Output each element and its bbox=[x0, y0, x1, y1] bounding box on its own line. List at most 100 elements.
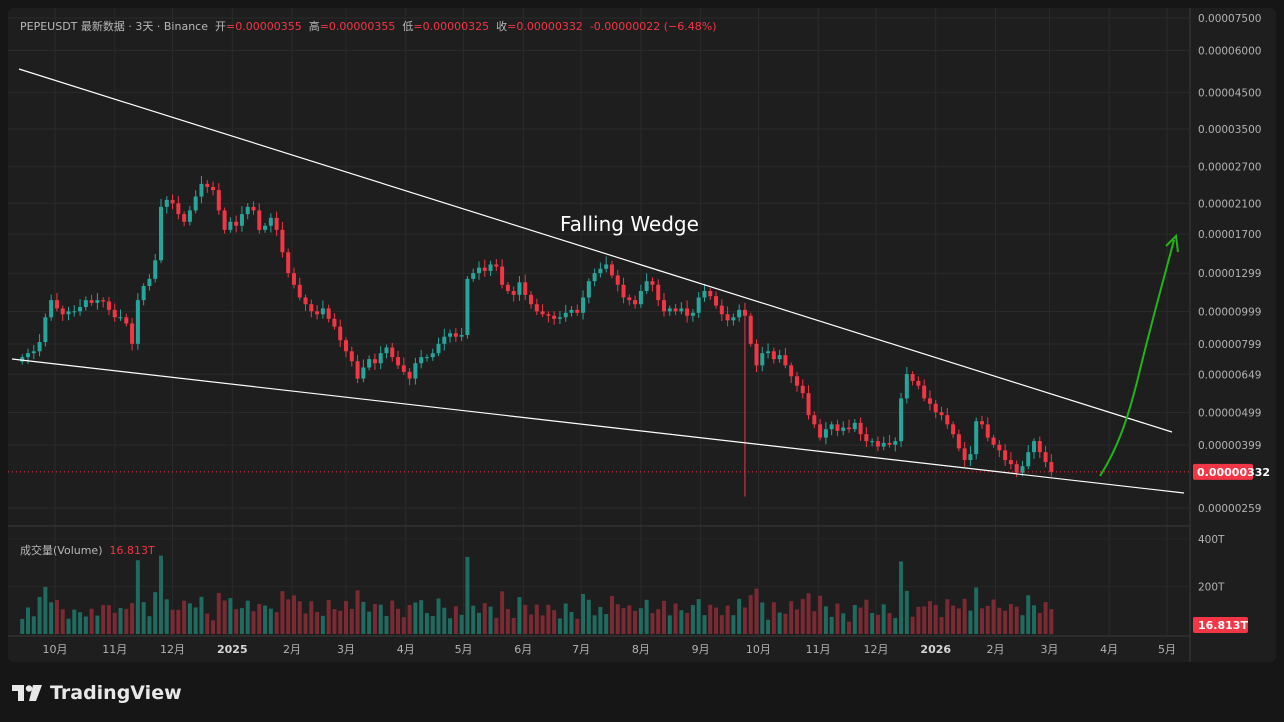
candle-body bbox=[858, 422, 863, 435]
price-tick-label: 0.00001700 bbox=[1198, 229, 1261, 241]
time-tick-label: 3月 bbox=[1040, 643, 1058, 656]
volume-bar bbox=[667, 615, 672, 634]
volume-bar bbox=[384, 615, 389, 634]
close-label: 收 bbox=[496, 20, 508, 33]
candle-body bbox=[904, 374, 909, 399]
change-value: -0.00000022 (−6.48%) bbox=[589, 20, 717, 33]
symbol-legend: PEPEUSDT 最新数据 · 3天 · Binance 开=0.0000035… bbox=[20, 20, 717, 33]
volume-bar bbox=[147, 616, 152, 634]
candle-body bbox=[1049, 462, 1054, 472]
volume-bar bbox=[257, 603, 262, 634]
candle-body bbox=[997, 444, 1002, 451]
candle-body bbox=[419, 357, 424, 364]
candle-body bbox=[685, 308, 690, 316]
volume-bar bbox=[130, 603, 135, 634]
candle-body bbox=[939, 412, 944, 416]
candle-body bbox=[158, 206, 163, 261]
volume-bar bbox=[419, 600, 424, 634]
volume-bar bbox=[505, 608, 510, 634]
volume-bar bbox=[945, 599, 950, 634]
volume-axis[interactable]: 400T 200T bbox=[1198, 534, 1225, 594]
price-axis[interactable]: 0.00007500 0.00006000 0.00004500 0.00003500… bbox=[1198, 13, 1261, 515]
volume-bar bbox=[685, 612, 690, 634]
volume-bar bbox=[985, 605, 990, 634]
volume-bar bbox=[540, 615, 545, 634]
tradingview-logo[interactable]: TradingView bbox=[12, 680, 182, 706]
candle-body bbox=[725, 314, 730, 321]
time-tick-label: 2月 bbox=[986, 643, 1004, 656]
volume-bar bbox=[66, 618, 71, 634]
candle-body bbox=[228, 221, 233, 230]
candle-body bbox=[291, 273, 296, 285]
volume-bar bbox=[714, 607, 719, 634]
candle-body bbox=[476, 267, 481, 274]
volume-bar bbox=[962, 598, 967, 634]
candle-body bbox=[927, 398, 932, 404]
candle-body bbox=[141, 286, 146, 301]
volume-bar bbox=[182, 600, 187, 634]
chart-kind: 最新数据 bbox=[80, 20, 125, 33]
volume-bar bbox=[309, 601, 314, 634]
candle-body bbox=[852, 422, 857, 430]
volume-bar bbox=[216, 592, 221, 634]
candle-body bbox=[916, 380, 921, 386]
candle-body bbox=[760, 353, 765, 366]
volume-bar bbox=[754, 588, 759, 634]
volume-bar bbox=[563, 603, 568, 634]
candle-body bbox=[118, 317, 123, 319]
volume-bar bbox=[476, 612, 481, 634]
candle-body bbox=[586, 281, 591, 298]
volume-bar bbox=[748, 595, 753, 634]
symbol-name[interactable]: PEPEUSDT bbox=[20, 20, 78, 33]
volume-bar bbox=[922, 606, 927, 634]
volume-bar bbox=[459, 614, 464, 634]
interval[interactable]: 3天 bbox=[135, 20, 154, 33]
chart-panel[interactable]: 0.00007500 0.00006000 0.00004500 0.00003500… bbox=[8, 8, 1276, 662]
candle-body bbox=[349, 351, 354, 362]
volume-bar bbox=[552, 610, 557, 634]
volume-bar bbox=[1003, 610, 1008, 634]
time-axis[interactable]: 10月 11月 12月 2025 2月 3月 4月 5月 6月 7月 8月 9月 10月 11月 12月 20… bbox=[43, 643, 1177, 656]
volume-bar bbox=[829, 616, 834, 634]
candle-body bbox=[656, 284, 661, 301]
candle-body bbox=[754, 343, 759, 366]
volume-bar bbox=[771, 602, 776, 634]
tradingview-mark-icon bbox=[12, 685, 42, 701]
candle-body bbox=[870, 441, 875, 443]
candle-body bbox=[517, 282, 522, 295]
volume-bar bbox=[927, 601, 932, 634]
candle-body bbox=[1043, 452, 1048, 463]
volume-bar bbox=[979, 608, 984, 634]
volume-bar bbox=[372, 604, 377, 634]
time-tick-label: 5月 bbox=[455, 643, 473, 656]
volume-bar bbox=[407, 604, 412, 634]
candle-body bbox=[263, 225, 268, 230]
candle-body bbox=[806, 393, 811, 416]
volume-bar bbox=[974, 587, 979, 634]
candle-body bbox=[424, 357, 429, 359]
candle-body bbox=[881, 442, 886, 447]
volume-label[interactable]: 成交量(Volume) bbox=[20, 544, 103, 557]
candle-body bbox=[534, 304, 539, 312]
candle-body bbox=[453, 333, 458, 337]
candle-body bbox=[153, 260, 158, 279]
volume-bar bbox=[766, 619, 771, 634]
time-tick-label: 11月 bbox=[806, 643, 831, 656]
candle-body bbox=[794, 376, 799, 386]
candle-body bbox=[355, 361, 360, 379]
candle-body bbox=[1026, 452, 1031, 467]
volume-bar bbox=[650, 613, 655, 634]
volume-bar bbox=[448, 618, 453, 634]
candle-body bbox=[66, 311, 71, 315]
candle-body bbox=[789, 365, 794, 377]
candle-body bbox=[251, 206, 256, 211]
candle-body bbox=[742, 309, 747, 316]
volume-bar bbox=[332, 609, 337, 634]
candle-body bbox=[748, 315, 753, 344]
candle-body bbox=[268, 217, 273, 226]
price-chart[interactable]: 0.00007500 0.00006000 0.00004500 0.00003500… bbox=[8, 8, 1276, 662]
volume-bar bbox=[78, 612, 83, 634]
price-tick-label: 0.00006000 bbox=[1198, 45, 1261, 57]
volume-bar bbox=[124, 608, 129, 634]
volume-bar bbox=[858, 607, 863, 634]
